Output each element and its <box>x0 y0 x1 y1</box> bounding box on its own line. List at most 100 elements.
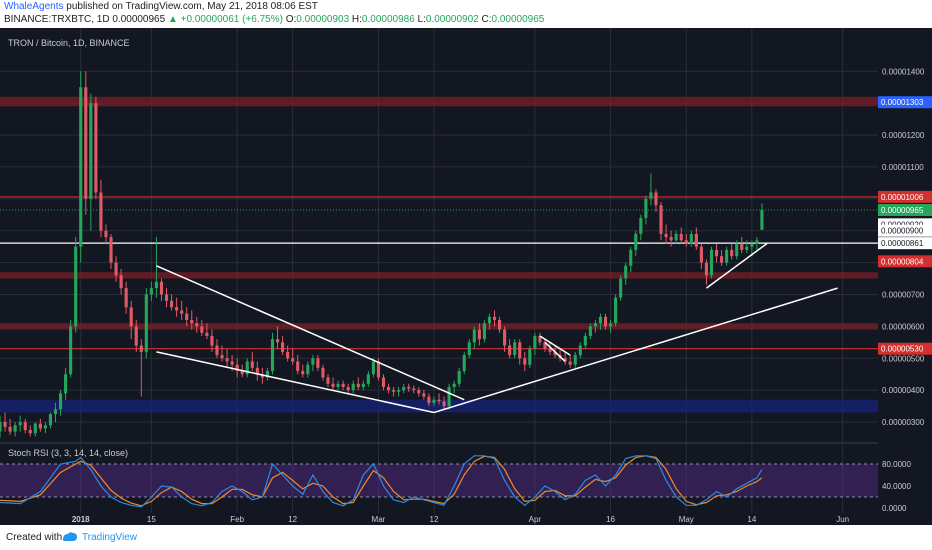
chart-svg[interactable]: 0.00000300 0.00000400 0.00000500 0.00000600… <box>0 28 932 525</box>
price-label-tag <box>878 190 932 203</box>
candle-body <box>568 361 572 365</box>
candle-body <box>260 374 264 378</box>
candle-body <box>699 246 703 263</box>
open-value: 0.00000903 <box>296 14 350 25</box>
candle-body <box>119 275 123 289</box>
candle-body <box>644 198 648 218</box>
publish-info: WhaleAgents published on TradingView.com… <box>4 1 318 12</box>
price-label-tag <box>878 96 932 109</box>
trendline <box>705 242 768 289</box>
time-tick-label: 2018 <box>72 515 90 524</box>
tradingview-brand[interactable]: TradingView <box>82 532 138 543</box>
candle-body <box>311 358 315 365</box>
trendline <box>433 287 838 414</box>
candle-body <box>149 288 153 295</box>
price-tick-label: 0.00000600 <box>882 322 925 331</box>
price-label-text: 0.00000900 <box>881 227 924 236</box>
candle-body <box>634 233 638 250</box>
candle-body <box>452 383 456 387</box>
candle-body <box>629 249 633 266</box>
candle-body <box>523 358 527 365</box>
candle-body <box>533 335 537 349</box>
tradingview-logo-icon <box>63 532 77 541</box>
candle-body <box>250 361 254 368</box>
candle-body <box>53 409 58 415</box>
candle-body <box>664 233 668 238</box>
candle-body <box>709 249 714 276</box>
candle-body <box>286 351 290 359</box>
candle-body <box>8 426 12 432</box>
time-tick-label: 14 <box>747 515 756 524</box>
candle-body <box>124 288 128 308</box>
price-axis-background <box>878 28 932 525</box>
candle-body <box>230 361 234 365</box>
candle-body <box>442 401 446 407</box>
time-tick-label: Feb <box>230 515 244 524</box>
candle-body <box>129 307 133 327</box>
candle-body <box>578 345 582 356</box>
candle-body <box>417 390 421 394</box>
candle-body <box>427 396 431 403</box>
price-tick-label: 0.00000400 <box>882 386 925 395</box>
price-label-text: 0.00000861 <box>881 239 924 248</box>
candle-body <box>573 355 577 365</box>
candle-body <box>553 351 557 356</box>
time-tick-label: 12 <box>288 515 297 524</box>
candle-body <box>679 233 683 241</box>
close-label: C: <box>481 14 492 25</box>
price-change: ▲ +0.00000061 (+6.75%) <box>167 14 283 25</box>
candle-body <box>492 316 497 321</box>
candle-body <box>669 237 673 241</box>
candle-body <box>301 371 305 375</box>
candle-body <box>402 386 406 391</box>
candle-body <box>205 332 209 336</box>
candle-body <box>28 430 32 434</box>
candle-body <box>619 278 623 298</box>
candle-body <box>457 371 461 384</box>
price-label-text: 0.00001303 <box>881 98 924 107</box>
candle-body <box>649 192 653 199</box>
price-tick-label: 0.00000700 <box>882 290 925 299</box>
chart-header: WhaleAgents published on TradingView.com… <box>0 0 932 28</box>
price-label-text: 0.00000965 <box>881 206 924 215</box>
candle-body <box>659 205 663 234</box>
candle-body <box>356 383 360 387</box>
candle-body <box>730 249 734 257</box>
price-label-text: 0.00000804 <box>881 257 924 266</box>
candle-body <box>432 399 436 403</box>
stoch-rsi-title: Stoch RSI (3, 3, 14, 14, close) <box>8 448 129 458</box>
rsi-tick-label: 40.0000 <box>882 482 911 491</box>
candle-body <box>639 217 643 234</box>
panel-title: TRON / Bitcoin, 1D, BINANCE <box>8 38 130 48</box>
candle-body <box>159 281 164 295</box>
candle-body <box>407 386 411 389</box>
candle-body <box>503 329 507 346</box>
candle-body <box>361 383 365 387</box>
candle-body <box>624 265 628 279</box>
candle-body <box>477 329 481 340</box>
candle-body <box>225 358 229 362</box>
candle-body <box>614 297 618 324</box>
time-tick-label: 16 <box>606 515 615 524</box>
candle-body <box>291 358 295 362</box>
candle-body <box>275 339 280 343</box>
candle-body <box>139 345 143 352</box>
author-link[interactable]: WhaleAgents <box>4 1 64 12</box>
candle-body <box>447 386 451 407</box>
candle-body <box>598 316 603 324</box>
candle-body <box>265 371 270 378</box>
candle-body <box>64 374 68 394</box>
trendline <box>539 335 571 356</box>
candle-body <box>235 364 239 372</box>
candle-body <box>99 192 103 231</box>
price-tick-label: 0.00001100 <box>882 163 924 172</box>
candle-body <box>351 383 355 391</box>
candle-body <box>563 358 567 362</box>
candle-body <box>94 103 98 193</box>
candle-body <box>654 192 658 206</box>
rsi-tick-label: 80.0000 <box>882 460 911 469</box>
candle-body <box>513 342 517 356</box>
candle-body <box>215 345 219 356</box>
candle-body <box>58 393 63 410</box>
chart-area[interactable]: 0.00000300 0.00000400 0.00000500 0.00000600… <box>0 28 932 525</box>
